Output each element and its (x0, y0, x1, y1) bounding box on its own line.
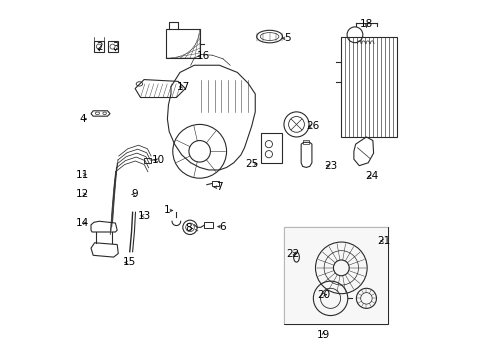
Bar (303, 140, 309, 144)
Text: 5: 5 (284, 33, 290, 43)
Text: 26: 26 (305, 121, 319, 131)
Text: 18: 18 (359, 19, 372, 29)
Text: 13: 13 (137, 211, 150, 221)
Bar (165, 30, 199, 58)
Text: 24: 24 (365, 171, 378, 181)
Text: 22: 22 (285, 248, 299, 258)
Bar (211, 181, 219, 186)
Text: 7: 7 (216, 182, 222, 192)
Bar (260, 134, 282, 163)
Text: 2: 2 (96, 42, 102, 52)
Text: 20: 20 (316, 290, 329, 300)
Text: 25: 25 (244, 159, 258, 169)
Text: 1: 1 (164, 206, 170, 216)
Text: 19: 19 (316, 330, 329, 340)
Bar (144, 158, 151, 163)
Text: 10: 10 (152, 155, 164, 165)
Text: 21: 21 (377, 236, 390, 246)
Bar (284, 227, 387, 324)
Text: 11: 11 (76, 170, 89, 180)
Text: 9: 9 (132, 189, 138, 199)
Bar (204, 222, 213, 228)
Text: 4: 4 (79, 114, 85, 124)
Text: 23: 23 (323, 161, 337, 171)
Bar (284, 227, 387, 324)
Bar (107, 41, 117, 52)
Bar (341, 37, 396, 137)
Text: 6: 6 (219, 222, 226, 231)
Text: 17: 17 (177, 82, 190, 92)
Text: 3: 3 (112, 42, 119, 52)
Bar (94, 41, 104, 52)
Text: 14: 14 (76, 218, 89, 228)
Text: 16: 16 (196, 51, 209, 61)
Text: 15: 15 (122, 257, 135, 267)
Text: 8: 8 (185, 224, 192, 233)
Text: 12: 12 (76, 189, 89, 199)
